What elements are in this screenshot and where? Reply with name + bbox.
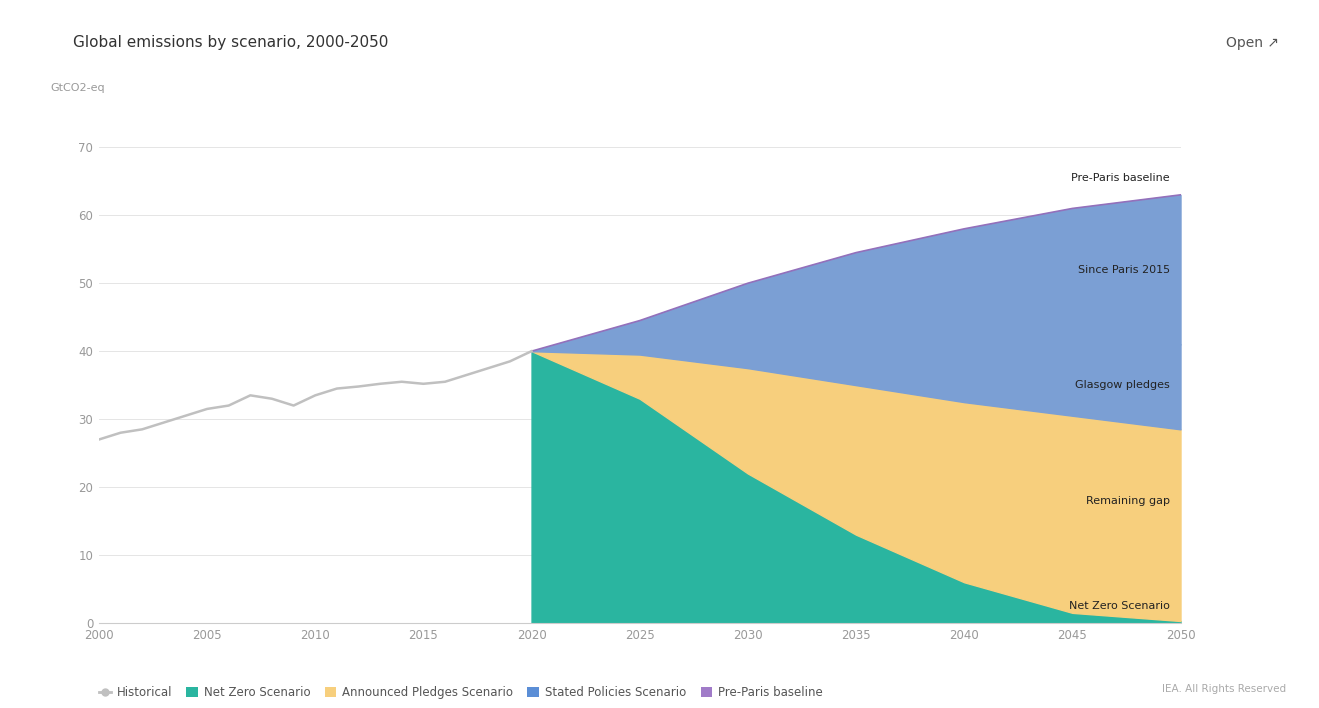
Text: IEA. All Rights Reserved: IEA. All Rights Reserved bbox=[1162, 684, 1286, 694]
Text: Net Zero Scenario: Net Zero Scenario bbox=[1068, 601, 1170, 611]
Legend: Historical, Net Zero Scenario, Announced Pledges Scenario, Stated Policies Scena: Historical, Net Zero Scenario, Announced… bbox=[94, 681, 828, 704]
Text: Glasgow pledges: Glasgow pledges bbox=[1075, 380, 1170, 390]
Text: GtCO2-eq: GtCO2-eq bbox=[50, 83, 106, 93]
Text: Pre-Paris baseline: Pre-Paris baseline bbox=[1071, 173, 1170, 183]
Text: Remaining gap: Remaining gap bbox=[1086, 496, 1170, 506]
Text: Since Paris 2015: Since Paris 2015 bbox=[1078, 265, 1170, 275]
Text: Open ↗: Open ↗ bbox=[1227, 35, 1279, 50]
Text: Global emissions by scenario, 2000-2050: Global emissions by scenario, 2000-2050 bbox=[73, 35, 388, 50]
